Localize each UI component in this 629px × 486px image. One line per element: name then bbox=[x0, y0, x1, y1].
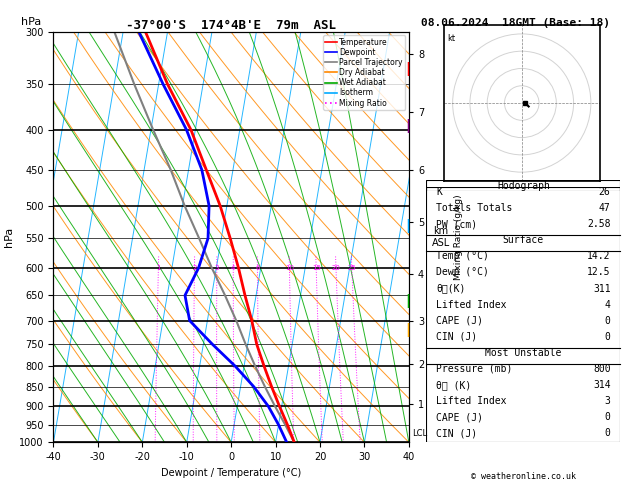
Text: Temp (°C): Temp (°C) bbox=[436, 251, 489, 261]
Text: 26: 26 bbox=[599, 187, 611, 197]
Text: 311: 311 bbox=[593, 283, 611, 294]
Text: 12.5: 12.5 bbox=[587, 267, 611, 278]
Y-axis label: km
ASL: km ASL bbox=[431, 226, 450, 248]
Text: 4: 4 bbox=[604, 300, 611, 310]
Text: Totals Totals: Totals Totals bbox=[436, 203, 513, 213]
Legend: Temperature, Dewpoint, Parcel Trajectory, Dry Adiabat, Wet Adiabat, Isotherm, Mi: Temperature, Dewpoint, Parcel Trajectory… bbox=[323, 35, 405, 110]
Text: 2.58: 2.58 bbox=[587, 219, 611, 229]
Text: 800: 800 bbox=[593, 364, 611, 374]
Text: 2: 2 bbox=[192, 265, 197, 271]
Text: 14.2: 14.2 bbox=[587, 251, 611, 261]
Text: Most Unstable: Most Unstable bbox=[485, 348, 562, 358]
Text: 10: 10 bbox=[285, 265, 294, 271]
Text: 0: 0 bbox=[604, 316, 611, 326]
Text: Surface: Surface bbox=[503, 235, 544, 245]
Text: CAPE (J): CAPE (J) bbox=[436, 316, 483, 326]
Text: 08.06.2024  18GMT (Base: 18): 08.06.2024 18GMT (Base: 18) bbox=[421, 18, 610, 29]
Text: CIN (J): CIN (J) bbox=[436, 428, 477, 438]
Text: Lifted Index: Lifted Index bbox=[436, 396, 506, 406]
Text: 25: 25 bbox=[347, 265, 356, 271]
Text: 6: 6 bbox=[255, 265, 260, 271]
Text: hPa: hPa bbox=[21, 17, 42, 28]
Text: 20: 20 bbox=[331, 265, 340, 271]
Text: Dewp (°C): Dewp (°C) bbox=[436, 267, 489, 278]
Text: © weatheronline.co.uk: © weatheronline.co.uk bbox=[471, 472, 576, 481]
Text: θᴄ(K): θᴄ(K) bbox=[436, 283, 465, 294]
Text: CAPE (J): CAPE (J) bbox=[436, 412, 483, 422]
Text: |: | bbox=[405, 324, 410, 337]
Text: K: K bbox=[436, 187, 442, 197]
Text: 3: 3 bbox=[604, 396, 611, 406]
Text: 0: 0 bbox=[604, 412, 611, 422]
Text: |: | bbox=[405, 62, 410, 76]
Text: |: | bbox=[405, 219, 410, 233]
Text: PW (cm): PW (cm) bbox=[436, 219, 477, 229]
Text: |: | bbox=[405, 295, 410, 308]
Text: |: | bbox=[405, 120, 410, 133]
Text: Hodograph: Hodograph bbox=[497, 181, 550, 191]
Text: 15: 15 bbox=[312, 265, 321, 271]
Text: 314: 314 bbox=[593, 380, 611, 390]
Text: 3: 3 bbox=[214, 265, 219, 271]
Text: kt: kt bbox=[447, 34, 455, 43]
Text: CIN (J): CIN (J) bbox=[436, 332, 477, 342]
Text: θᴄ (K): θᴄ (K) bbox=[436, 380, 471, 390]
X-axis label: Dewpoint / Temperature (°C): Dewpoint / Temperature (°C) bbox=[161, 468, 301, 478]
Text: Pressure (mb): Pressure (mb) bbox=[436, 364, 513, 374]
Text: 1: 1 bbox=[156, 265, 160, 271]
Text: 4: 4 bbox=[231, 265, 235, 271]
Text: 0: 0 bbox=[604, 428, 611, 438]
Text: 0: 0 bbox=[604, 332, 611, 342]
Y-axis label: hPa: hPa bbox=[4, 227, 14, 247]
Text: LCL: LCL bbox=[413, 429, 428, 438]
Title: -37°00'S  174°4B'E  79m  ASL: -37°00'S 174°4B'E 79m ASL bbox=[126, 18, 336, 32]
Text: Lifted Index: Lifted Index bbox=[436, 300, 506, 310]
Text: 47: 47 bbox=[599, 203, 611, 213]
Text: Mixing Ratio (g/kg): Mixing Ratio (g/kg) bbox=[454, 194, 463, 280]
